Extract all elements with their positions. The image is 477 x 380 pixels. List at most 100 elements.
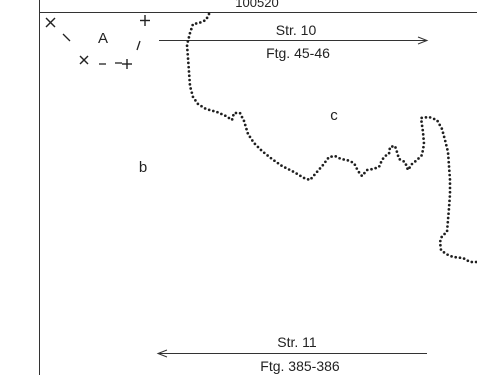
boundary-dot	[384, 154, 388, 157]
boundary-dot	[256, 145, 260, 149]
boundary-dot	[350, 160, 354, 164]
boundary-dot	[189, 87, 193, 90]
boundary-dot	[398, 158, 402, 161]
boundary-dot	[187, 61, 190, 65]
boundary-dot	[360, 174, 364, 177]
boundary-dot	[363, 171, 366, 175]
boundary-dot	[203, 107, 207, 110]
boundary-dot	[353, 163, 357, 167]
boundary-dot	[234, 111, 238, 115]
boundary-dot	[445, 229, 449, 233]
boundary-dot	[324, 160, 327, 164]
boundary-dot	[346, 159, 350, 162]
boundary-dot	[420, 120, 423, 123]
boundary-dot	[342, 158, 346, 161]
cross-marker	[45, 17, 56, 28]
boundary-dot	[417, 157, 420, 160]
cross-markers	[45, 15, 150, 69]
boundary-dot	[310, 176, 313, 180]
boundary-dot	[246, 131, 250, 135]
boundary-dot	[299, 174, 302, 178]
boundary-dot	[439, 248, 443, 251]
boundary-dot	[404, 163, 408, 166]
boundary-dot	[190, 91, 194, 95]
street-10-label: Str. 10	[276, 22, 317, 38]
boundary-dot	[442, 135, 446, 139]
boundary-dot	[446, 253, 449, 257]
boundary-dot	[448, 199, 451, 203]
boundary-dot	[410, 162, 414, 166]
boundary-dot	[466, 259, 470, 263]
boundary-dot	[315, 170, 319, 174]
boundary-dot	[447, 165, 451, 168]
boundary-dot	[387, 151, 391, 155]
cross-marker	[140, 15, 150, 26]
boundary-dot	[191, 95, 195, 99]
boundary-dot	[238, 111, 242, 115]
boundary-dot	[447, 208, 451, 211]
boundary-dot	[462, 257, 466, 260]
boundary-dot	[202, 19, 206, 23]
boundary-dot	[220, 112, 223, 116]
boundary-dot	[326, 157, 330, 160]
street-11-label: Str. 11	[277, 334, 317, 350]
area-label-c: c	[330, 107, 338, 124]
boundary-dot	[230, 118, 234, 121]
boundary-dot	[196, 102, 200, 106]
boundary-dot	[205, 16, 209, 20]
boundary-dot	[338, 156, 341, 160]
boundary-dot	[266, 154, 269, 157]
boundary-dot	[273, 159, 276, 163]
boundary-dot	[187, 36, 191, 39]
boundary-dot	[253, 142, 257, 146]
boundary-dot	[446, 220, 450, 224]
boundary-dot	[443, 139, 447, 143]
boundary-dot	[447, 169, 451, 173]
boundary-dot	[223, 114, 227, 118]
boundary-dot	[188, 82, 192, 86]
boundary-dot	[432, 117, 436, 121]
street-11-parcels: Ftg. 385-386	[260, 358, 340, 374]
boundary-dot	[191, 23, 194, 27]
boundary-dot	[421, 128, 425, 132]
boundary-dot	[443, 232, 446, 236]
boundary-dot	[442, 251, 446, 254]
boundary-dot	[306, 178, 310, 181]
boundary-dot	[186, 40, 190, 43]
boundary-dot	[395, 150, 399, 153]
boundary-dot	[186, 57, 190, 60]
boundary-dot	[227, 116, 231, 120]
boundary-dot	[420, 154, 423, 157]
area-a-boundary	[62, 33, 141, 65]
boundary-dot	[381, 157, 385, 160]
boundary-dot	[318, 167, 322, 170]
boundary-dot	[276, 161, 280, 165]
boundary-dot	[422, 145, 425, 149]
boundary-dot	[243, 123, 247, 127]
boundary-dot	[302, 176, 306, 180]
boundary-dot	[424, 116, 428, 119]
boundary-dot	[402, 159, 405, 163]
cross-marker	[79, 55, 89, 65]
boundary-dot	[248, 135, 252, 139]
boundary-dot	[428, 116, 432, 119]
dotted-boundary-line	[185, 12, 477, 264]
boundary-dot	[420, 116, 424, 120]
boundary-dot	[374, 166, 377, 170]
boundary-dot	[394, 146, 397, 149]
boundary-dot	[422, 137, 425, 140]
boundary-dot	[454, 255, 458, 259]
boundary-dot	[379, 161, 383, 164]
boundary-dot	[446, 216, 450, 220]
boundary-dot	[444, 143, 448, 147]
boundary-dot	[334, 155, 338, 158]
cross-marker	[122, 59, 132, 69]
boundary-dot	[189, 27, 193, 31]
boundary-dot	[198, 21, 202, 24]
boundary-dot	[207, 108, 211, 112]
boundary-dot	[245, 127, 248, 131]
boundary-dot	[458, 256, 462, 260]
boundary-dot	[408, 166, 411, 169]
